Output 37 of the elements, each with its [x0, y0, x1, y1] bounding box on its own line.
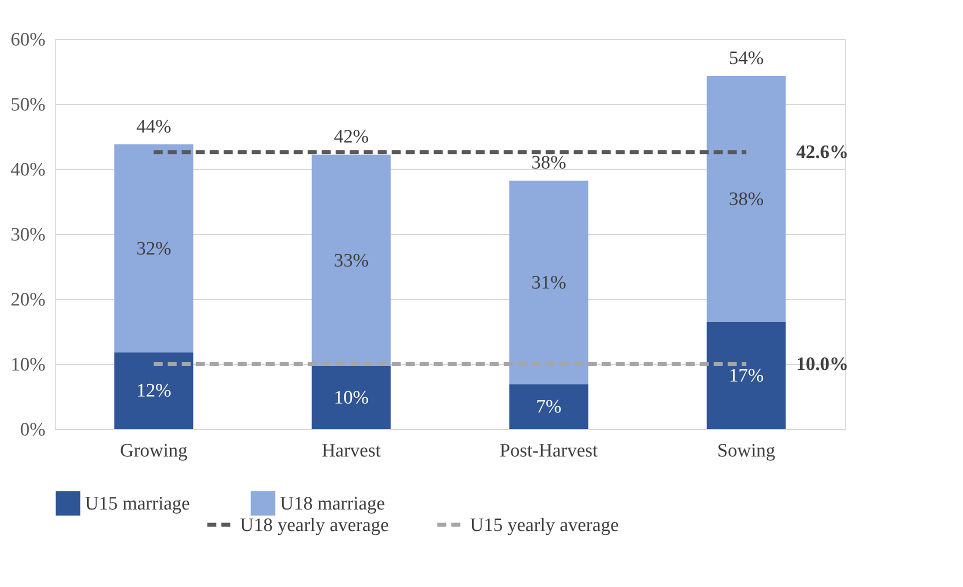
bar: [312, 154, 391, 366]
data-label: 10%: [334, 387, 369, 408]
data-label: 33%: [334, 250, 369, 272]
y-tick-label: 10%: [10, 354, 46, 376]
total-label: 42%: [334, 126, 369, 148]
bar: [114, 352, 194, 429]
data-label: 12%: [136, 380, 172, 402]
total-label: 38%: [531, 152, 566, 174]
bar: [114, 144, 194, 352]
x-tick-label: Harvest: [322, 440, 382, 462]
bar: [509, 384, 588, 429]
x-tick-label: Growing: [120, 440, 188, 462]
bar: [706, 76, 786, 322]
y-tick-label: 60%: [10, 30, 46, 50]
total-label: 44%: [136, 116, 172, 138]
data-label: 7%: [536, 396, 562, 418]
y-tick-label: 50%: [10, 94, 46, 116]
y-tick-label: 30%: [10, 224, 46, 246]
bar: [312, 366, 391, 429]
legend-label: U18 marriage: [280, 493, 385, 514]
bar: [706, 322, 786, 429]
data-label: 38%: [728, 188, 764, 210]
bar: [509, 180, 588, 384]
annotation: 42.6%: [796, 142, 848, 164]
x-tick-label: Post-Harvest: [500, 440, 599, 462]
data-label: 31%: [531, 272, 566, 294]
total-label: 54%: [728, 48, 764, 70]
legend-label: U15 marriage: [85, 493, 190, 514]
x-tick-label: Sowing: [717, 440, 776, 462]
y-tick-label: 40%: [10, 160, 46, 180]
data-label: 32%: [136, 238, 172, 260]
data-label: 17%: [728, 365, 764, 386]
annotation: 10.0%: [796, 354, 848, 375]
legend-label: U15 yearly average: [470, 514, 619, 536]
y-tick-label: 0%: [20, 420, 46, 440]
legend-label: U18 yearly average: [240, 514, 389, 536]
y-tick-label: 20%: [10, 290, 46, 310]
